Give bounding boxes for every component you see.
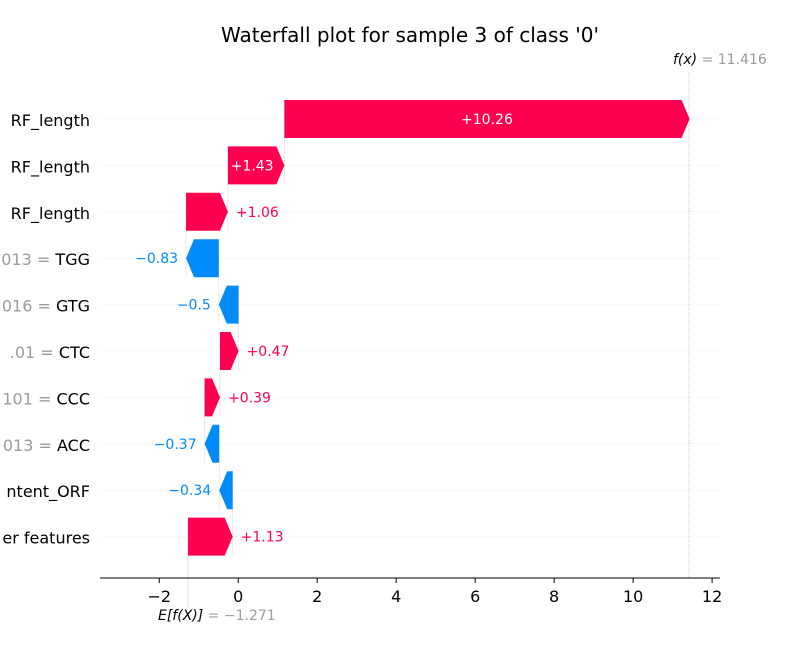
output-value-label: f(x) = 11.416: [673, 52, 767, 68]
bar-value-label: +10.26: [461, 112, 513, 128]
x-tick-label: 10: [623, 587, 643, 606]
x-tick-label: 2: [312, 587, 322, 606]
feature-value: .01 =: [10, 343, 59, 362]
feature-label: RF_length: [11, 157, 90, 177]
feature-name: CCC: [56, 389, 90, 408]
chart-title: Waterfall plot for sample 3 of class '0': [221, 23, 599, 47]
output-value-name: f(x): [673, 52, 702, 68]
row-gridlines: [100, 118, 720, 537]
feature-label: ntent_ORF: [6, 482, 90, 502]
feature-name: ACC: [57, 436, 90, 455]
bars: [186, 100, 690, 556]
feature-label: 013 = TGG: [1, 250, 90, 269]
bar-value-label: +1.06: [236, 205, 279, 221]
base-value-label: E[f(X)] = −1.271: [158, 608, 276, 624]
feature-label: RF_length: [11, 204, 90, 224]
bar-value-label: +0.47: [247, 344, 290, 360]
feature-name: RF_length: [11, 157, 90, 177]
feature-value: 016 =: [2, 297, 56, 316]
feature-name: CTC: [59, 343, 90, 362]
feature-name: GTG: [56, 297, 90, 316]
bar-value-label: −0.83: [135, 251, 178, 267]
bar-value-label: +1.13: [241, 530, 284, 546]
x-tick-label: 6: [470, 587, 480, 606]
x-tick-label: −2: [147, 587, 171, 606]
x-tick-label: 4: [391, 587, 401, 606]
output-value-number: = 11.416: [702, 52, 767, 68]
feature-name: ntent_ORF: [6, 482, 90, 502]
feature-value: 013 =: [3, 436, 57, 455]
feature-label: .01 = CTC: [10, 343, 90, 362]
bar-row-9: [219, 471, 233, 510]
labels: +10.26 RF_length +1.43 RF_length +1.06 RF_len…: [1, 52, 767, 624]
x-tick-label: 8: [549, 587, 559, 606]
feature-value: 013 =: [1, 250, 55, 269]
feature-name: TGG: [54, 250, 90, 269]
bar-row-10: [188, 517, 233, 556]
feature-name: RF_length: [11, 111, 90, 131]
feature-name: RF_length: [11, 204, 90, 224]
bar-value-label: +1.43: [231, 158, 274, 174]
x-tick-label: 12: [702, 587, 722, 606]
bar-row-7: [204, 378, 221, 417]
bar-row-1: [284, 100, 690, 138]
bar-row-5: [218, 285, 239, 324]
bar-row-6: [220, 332, 239, 370]
x-tick-label: 0: [233, 587, 243, 606]
feature-value: 101 =: [2, 389, 56, 408]
feature-label: 013 = ACC: [3, 436, 90, 455]
feature-label: 016 = GTG: [2, 297, 90, 316]
bar-value-label: −0.34: [168, 483, 211, 499]
feature-name: er features: [2, 529, 90, 548]
feature-label: 101 = CCC: [2, 389, 90, 408]
feature-label: er features: [2, 529, 90, 548]
bar-value-label: −0.5: [177, 298, 211, 314]
bar-row-4: [186, 239, 219, 278]
bar-row-8: [204, 424, 220, 463]
base-value-name: E[f(X)]: [158, 608, 208, 624]
bar-row-3: [186, 192, 228, 231]
x-axis: −2 0 2 4 6 8 10 12: [100, 577, 722, 606]
bar-value-label: −0.37: [154, 437, 197, 453]
base-value-number: = −1.271: [208, 608, 276, 624]
bar-value-label: +0.39: [228, 390, 271, 406]
feature-label: RF_length: [11, 111, 90, 131]
bar-row-2: [227, 146, 285, 185]
